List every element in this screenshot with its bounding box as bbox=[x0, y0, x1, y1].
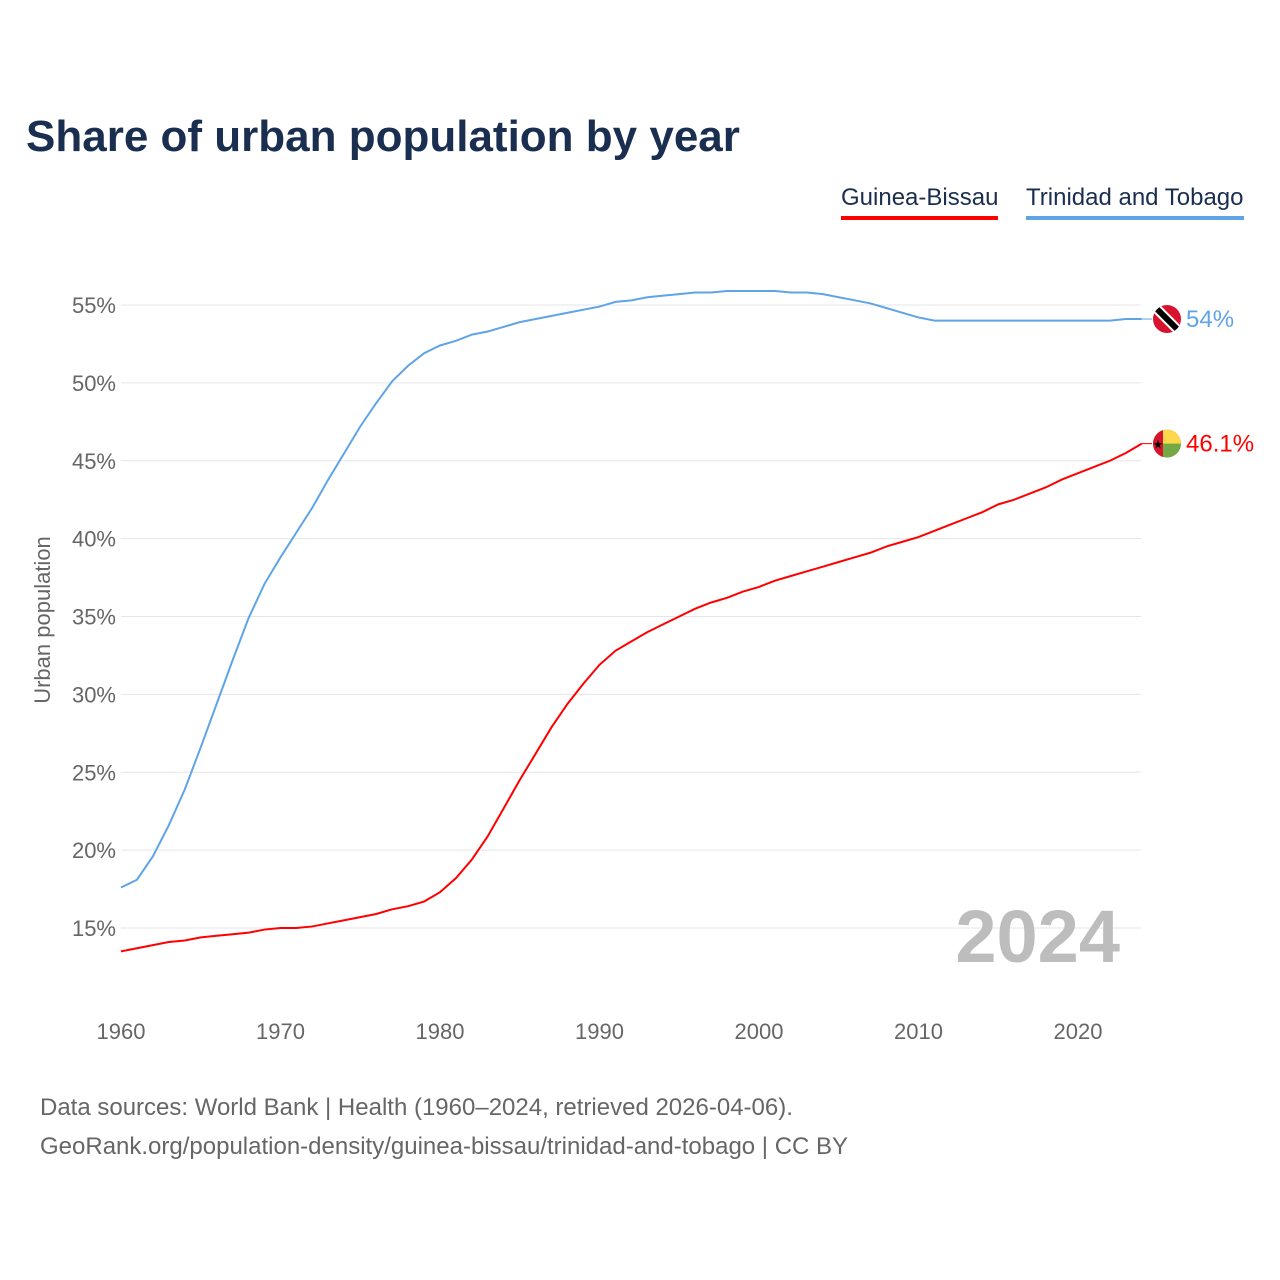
footer-link[interactable]: GeoRank.org/population-density/guinea-bi… bbox=[40, 1133, 849, 1160]
y-tick-label: 30% bbox=[72, 682, 116, 707]
y-axis-label: Urban population bbox=[30, 536, 55, 704]
year-watermark: 2024 bbox=[955, 895, 1120, 978]
y-tick-label: 25% bbox=[72, 760, 116, 785]
end-value-label: 54% bbox=[1186, 306, 1234, 333]
chart-title: Share of urban population by year bbox=[26, 112, 740, 161]
x-tick-label: 2020 bbox=[1054, 1019, 1103, 1044]
y-tick-label: 55% bbox=[72, 293, 116, 318]
x-tick-label: 2000 bbox=[735, 1019, 784, 1044]
x-tick-label: 1990 bbox=[575, 1019, 624, 1044]
series-line-1 bbox=[120, 289, 1142, 889]
x-tick-label: 1970 bbox=[256, 1019, 305, 1044]
svg-text:★: ★ bbox=[1153, 438, 1164, 452]
series-line-0 bbox=[120, 442, 1143, 953]
guinea-bissau-flag-icon: ★ bbox=[1153, 429, 1181, 458]
legend-trinidad-and-tobago[interactable]: Trinidad and Tobago bbox=[1026, 184, 1244, 220]
y-tick-label: 20% bbox=[72, 838, 116, 863]
y-tick-label: 40% bbox=[72, 527, 116, 552]
footer-sources: Data sources: World Bank | Health (1960–… bbox=[40, 1094, 793, 1121]
x-tick-label: 1980 bbox=[416, 1019, 465, 1044]
legend-guinea-bissau[interactable]: Guinea-Bissau bbox=[841, 184, 999, 220]
y-tick-label: 45% bbox=[72, 449, 116, 474]
trinidad-and-tobago-flag-icon bbox=[1153, 305, 1181, 334]
x-tick-label: 2010 bbox=[894, 1019, 943, 1044]
y-tick-label: 35% bbox=[72, 605, 116, 630]
footer: Data sources: World Bank | Health (1960–… bbox=[40, 1088, 848, 1166]
y-tick-label: 50% bbox=[72, 371, 116, 396]
end-value-label: 46.1% bbox=[1186, 431, 1254, 458]
y-tick-label: 15% bbox=[72, 916, 116, 941]
x-tick-label: 1960 bbox=[97, 1019, 146, 1044]
